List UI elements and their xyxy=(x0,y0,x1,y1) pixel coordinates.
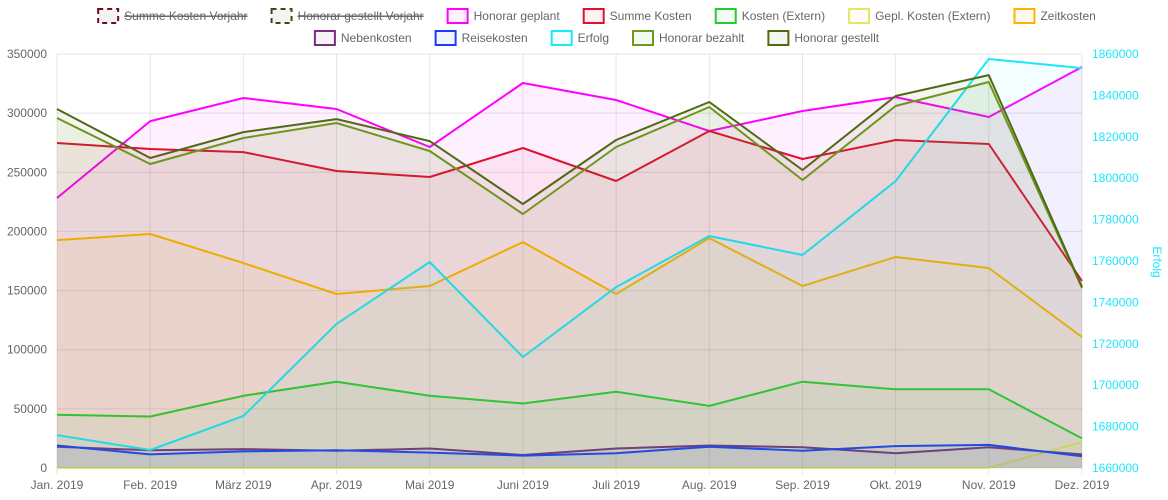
y2-tick-label: 1800000 xyxy=(1092,171,1139,185)
x-tick-label: März 2019 xyxy=(215,478,272,492)
x-tick-label: Jan. 2019 xyxy=(31,478,84,492)
y-tick-label: 250000 xyxy=(7,165,47,179)
y2-axis-title: Erfolg xyxy=(1150,246,1164,277)
y2-tick-label: 1760000 xyxy=(1092,254,1139,268)
y-tick-label: 150000 xyxy=(7,284,47,298)
legend-item[interactable]: Gepl. Kosten (Extern) xyxy=(848,8,990,24)
series-line-7 xyxy=(56,444,1083,456)
legend-item[interactable]: Summe Kosten Vorjahr xyxy=(97,8,248,24)
x-tick-label: Dez. 2019 xyxy=(1055,478,1110,492)
series-line-11 xyxy=(56,74,1083,288)
y2-tick-label: 1740000 xyxy=(1092,295,1139,309)
y-tick-label: 50000 xyxy=(14,402,48,416)
legend-item[interactable]: Zeitkosten xyxy=(1013,8,1096,24)
legend-label: Honorar gestellt xyxy=(794,31,879,45)
series-fill-9 xyxy=(57,59,1082,468)
y-tick-label: 200000 xyxy=(7,224,47,238)
series-line-3 xyxy=(56,130,1083,282)
y-tick-label: 0 xyxy=(40,461,47,475)
legend-item[interactable]: Honorar geplant xyxy=(446,8,561,24)
y2-tick-label: 1840000 xyxy=(1092,88,1139,102)
x-tick-label: Nov. 2019 xyxy=(962,478,1016,492)
legend-swatch xyxy=(848,8,871,24)
series-line-2 xyxy=(56,66,1083,199)
legend-swatch xyxy=(270,8,293,24)
x-tick-label: Sep. 2019 xyxy=(775,478,830,492)
legend-label: Kosten (Extern) xyxy=(742,9,825,23)
series-fill-4 xyxy=(57,381,1082,468)
legend-swatch xyxy=(434,30,457,46)
series-group xyxy=(56,58,1083,469)
legend-label: Honorar geplant xyxy=(474,9,561,23)
y2-tick-label: 1720000 xyxy=(1092,337,1139,351)
legend-item[interactable]: Kosten (Extern) xyxy=(714,8,825,24)
x-tick-label: Feb. 2019 xyxy=(123,478,177,492)
legend-swatch xyxy=(632,30,655,46)
series-fill-10 xyxy=(57,82,1082,468)
legend-item[interactable]: Honorar gestellt xyxy=(767,30,880,46)
y2-tick-label: 1700000 xyxy=(1092,378,1139,392)
legend-swatch xyxy=(97,8,120,24)
series-line-10 xyxy=(56,81,1083,289)
legend-label: Gepl. Kosten (Extern) xyxy=(875,9,990,23)
legend-swatch xyxy=(550,30,573,46)
legend-label: Zeitkosten xyxy=(1040,9,1095,23)
y-tick-label: 300000 xyxy=(7,106,47,120)
x-tick-label: Juni 2019 xyxy=(497,478,549,492)
x-tick-label: Mai 2019 xyxy=(405,478,455,492)
legend-label: Honorar bezahlt xyxy=(659,31,745,45)
x-tick-label: Okt. 2019 xyxy=(870,478,922,492)
legend-item[interactable]: Nebenkosten xyxy=(313,30,412,46)
y-tick-label: 350000 xyxy=(7,47,47,61)
legend-item[interactable]: Honorar gestellt Vorjahr xyxy=(270,8,424,24)
series-line-9 xyxy=(56,58,1083,451)
series-line-4 xyxy=(56,380,1083,440)
y2-tick-label: 1860000 xyxy=(1092,47,1139,61)
legend-item[interactable]: Reisekosten xyxy=(434,30,528,46)
x-tick-label: Aug. 2019 xyxy=(682,478,737,492)
legend-label: Summe Kosten xyxy=(610,9,692,23)
legend-swatch xyxy=(446,8,469,24)
legend-swatch xyxy=(313,30,336,46)
y2-tick-label: 1660000 xyxy=(1092,461,1139,475)
series-fill-6 xyxy=(57,234,1082,468)
legend-label: Nebenkosten xyxy=(341,31,412,45)
legend-swatch xyxy=(714,8,737,24)
legend-item[interactable]: Summe Kosten xyxy=(582,8,692,24)
legend-swatch xyxy=(1013,8,1036,24)
y2-tick-label: 1680000 xyxy=(1092,420,1139,434)
legend-label: Erfolg xyxy=(578,31,609,45)
legend-label: Reisekosten xyxy=(462,31,528,45)
series-line-8 xyxy=(56,443,1083,458)
series-line-5 xyxy=(57,441,1083,469)
x-tick-label: Juli 2019 xyxy=(592,478,640,492)
series-fill-11 xyxy=(57,75,1082,468)
y2-tick-label: 1820000 xyxy=(1092,130,1139,144)
legend-item[interactable]: Erfolg xyxy=(550,30,609,46)
y2-tick-label: 1780000 xyxy=(1092,213,1139,227)
legend-swatch xyxy=(767,30,790,46)
y-tick-label: 100000 xyxy=(7,343,47,357)
legend-swatch xyxy=(582,8,605,24)
legend-item[interactable]: Honorar bezahlt xyxy=(632,30,745,46)
series-line-6 xyxy=(56,233,1083,338)
x-tick-label: Apr. 2019 xyxy=(311,478,363,492)
